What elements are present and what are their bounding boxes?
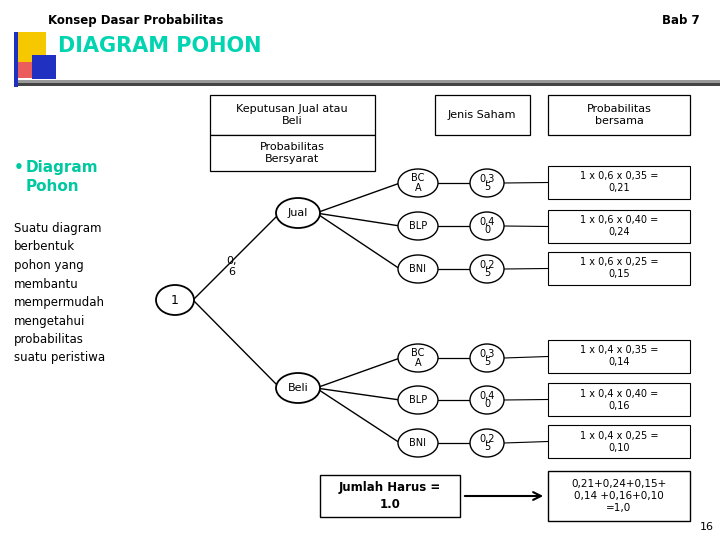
Bar [14, 80, 720, 83]
Ellipse shape [398, 386, 438, 414]
Bar [548, 252, 690, 285]
Text: Jenis Saham: Jenis Saham [448, 110, 516, 120]
Ellipse shape [398, 344, 438, 372]
Text: •: • [14, 160, 24, 175]
Bar [548, 95, 690, 135]
Text: 1 x 0,6 x 0,35 =
0,21: 1 x 0,6 x 0,35 = 0,21 [580, 172, 658, 193]
Bar [548, 471, 690, 521]
Text: 1 x 0,4 x 0,40 =
0,16: 1 x 0,4 x 0,40 = 0,16 [580, 388, 658, 410]
Text: DIAGRAM POHON: DIAGRAM POHON [58, 36, 261, 56]
Bar [14, 83, 720, 86]
Text: Konsep Dasar Probabilitas: Konsep Dasar Probabilitas [48, 14, 223, 27]
Ellipse shape [276, 198, 320, 228]
Text: 1 x 0,4 x 0,25 =
0,10: 1 x 0,4 x 0,25 = 0,10 [580, 430, 658, 453]
Text: 0,3
5: 0,3 5 [480, 173, 495, 192]
Ellipse shape [156, 285, 194, 315]
Text: BNI: BNI [410, 264, 426, 274]
Bar [548, 425, 690, 458]
Text: 0,2
5: 0,2 5 [480, 434, 495, 453]
Bar [210, 95, 375, 135]
Bar [548, 340, 690, 373]
Bar [16, 32, 46, 62]
Text: BLP: BLP [409, 221, 427, 231]
Ellipse shape [470, 344, 504, 372]
Text: 0,3
5: 0,3 5 [480, 349, 495, 367]
Text: 1: 1 [171, 294, 179, 307]
Text: 1 x 0,4 x 0,35 =
0,14: 1 x 0,4 x 0,35 = 0,14 [580, 346, 658, 368]
Bar [320, 475, 460, 517]
Text: Jumlah Harus =
1.0: Jumlah Harus = 1.0 [339, 482, 441, 510]
Ellipse shape [470, 429, 504, 457]
Bar [548, 166, 690, 199]
Text: BC
A: BC A [411, 348, 425, 368]
Bar [435, 95, 530, 135]
Ellipse shape [276, 373, 320, 403]
Ellipse shape [398, 429, 438, 457]
Text: Keputusan Jual atau
Beli: Keputusan Jual atau Beli [236, 104, 348, 126]
Text: 0,4
0: 0,4 0 [480, 217, 495, 235]
Bar [14, 52, 40, 78]
Text: 0,21+0,24+0,15+
0,14 +0,16+0,10
=1,0: 0,21+0,24+0,15+ 0,14 +0,16+0,10 =1,0 [572, 478, 667, 514]
Text: 1 x 0,6 x 0,40 =
0,24: 1 x 0,6 x 0,40 = 0,24 [580, 215, 658, 238]
Text: Suatu diagram
berbentuk
pohon yang
membantu
mempermudah
mengetahui
probabilitas
: Suatu diagram berbentuk pohon yang memba… [14, 222, 105, 364]
Ellipse shape [470, 212, 504, 240]
Text: 0,
6: 0, 6 [226, 256, 237, 278]
Ellipse shape [470, 386, 504, 414]
Text: Probabilitas
bersama: Probabilitas bersama [587, 104, 652, 126]
Ellipse shape [398, 212, 438, 240]
Text: Jual: Jual [288, 208, 308, 218]
Text: 1 x 0,6 x 0,25 =
0,15: 1 x 0,6 x 0,25 = 0,15 [580, 258, 658, 280]
Ellipse shape [398, 169, 438, 197]
Text: Probabilitas
Bersyarat: Probabilitas Bersyarat [260, 142, 325, 164]
Text: 0,4
0: 0,4 0 [480, 390, 495, 409]
Text: Bab 7: Bab 7 [662, 14, 700, 27]
Ellipse shape [470, 169, 504, 197]
Text: Diagram
Pohon: Diagram Pohon [26, 160, 99, 194]
Text: BLP: BLP [409, 395, 427, 405]
Ellipse shape [470, 255, 504, 283]
Ellipse shape [398, 255, 438, 283]
Text: 0,2
5: 0,2 5 [480, 260, 495, 279]
Text: BNI: BNI [410, 438, 426, 448]
Bar [210, 135, 375, 171]
Text: 16: 16 [700, 522, 714, 532]
Bar [548, 383, 690, 416]
Text: BC
A: BC A [411, 173, 425, 193]
Text: Beli: Beli [287, 383, 308, 393]
Bar [14, 32, 18, 87]
Bar [548, 210, 690, 243]
Bar [32, 55, 56, 79]
